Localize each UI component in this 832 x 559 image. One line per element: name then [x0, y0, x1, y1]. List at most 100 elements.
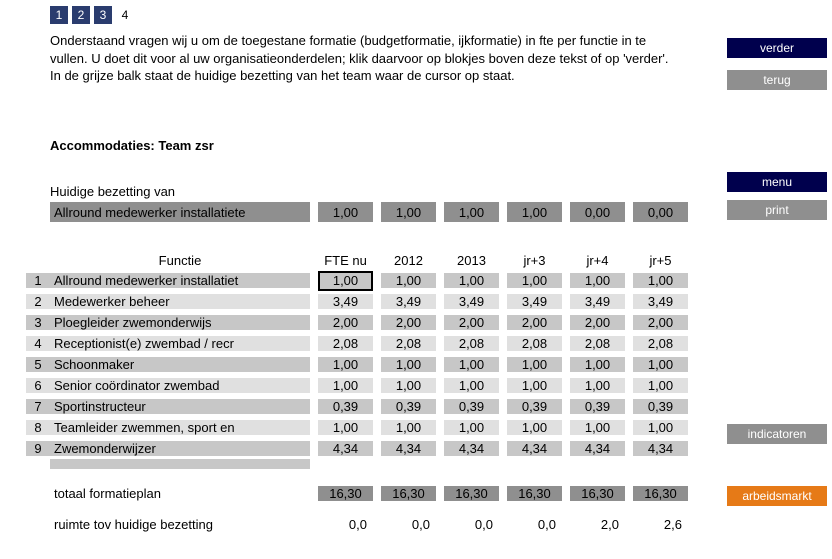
- menu-button[interactable]: menu: [727, 172, 827, 192]
- cell[interactable]: 4,34: [633, 441, 688, 456]
- cell[interactable]: 2,00: [381, 315, 436, 330]
- cell[interactable]: 2,08: [381, 336, 436, 351]
- cell[interactable]: 3,49: [633, 294, 688, 309]
- totals-val: 16,30: [318, 486, 373, 501]
- page-tab-3[interactable]: 3: [94, 6, 112, 24]
- row-num: 8: [26, 420, 50, 435]
- cell[interactable]: 1,00: [444, 378, 499, 393]
- cell[interactable]: 1,00: [507, 420, 562, 435]
- row-func: Zwemonderwijzer: [50, 441, 310, 456]
- cell[interactable]: 1,00: [381, 357, 436, 372]
- row-num: 2: [26, 294, 50, 309]
- page-tabs: 1 2 3 4: [50, 6, 134, 24]
- cell[interactable]: 1,00: [633, 420, 688, 435]
- cell[interactable]: 0,39: [570, 399, 625, 414]
- cell[interactable]: 2,00: [318, 315, 373, 330]
- page-tab-4[interactable]: 4: [116, 6, 134, 24]
- cell[interactable]: 1,00: [444, 273, 499, 288]
- ruimte-val: 0,0: [507, 517, 562, 532]
- section-title: Accommodaties: Team zsr: [50, 138, 214, 153]
- totals-label: totaal formatieplan: [50, 486, 310, 501]
- cell[interactable]: 3,49: [507, 294, 562, 309]
- totals-row: totaal formatieplan 16,30 16,30 16,30 16…: [26, 483, 688, 504]
- table-row: 6 Senior coördinator zwembad 1,00 1,00 1…: [26, 375, 688, 396]
- cell[interactable]: 1,00: [318, 378, 373, 393]
- cell[interactable]: 1,00: [318, 420, 373, 435]
- cell[interactable]: 1,00: [381, 420, 436, 435]
- cell[interactable]: 0,39: [444, 399, 499, 414]
- cell[interactable]: 1,00: [381, 378, 436, 393]
- col-header-y0: FTE nu: [318, 253, 373, 268]
- cell[interactable]: 0,39: [318, 399, 373, 414]
- row-num: 1: [26, 273, 50, 288]
- cell[interactable]: 1,00: [570, 420, 625, 435]
- cell[interactable]: 1,00: [507, 273, 562, 288]
- cell[interactable]: 2,00: [633, 315, 688, 330]
- current-val-4: 0,00: [570, 202, 625, 222]
- cell[interactable]: 1,00: [633, 273, 688, 288]
- page-tab-2[interactable]: 2: [72, 6, 90, 24]
- arbeidsmarkt-button[interactable]: arbeidsmarkt: [727, 486, 827, 506]
- cell[interactable]: 1,00: [570, 273, 625, 288]
- cell[interactable]: 2,00: [570, 315, 625, 330]
- row-num: 6: [26, 378, 50, 393]
- cell[interactable]: 2,08: [570, 336, 625, 351]
- table-header: Functie FTE nu 2012 2013 jr+3 jr+4 jr+5: [26, 250, 688, 270]
- cell[interactable]: 2,00: [444, 315, 499, 330]
- cell[interactable]: 1,00: [381, 273, 436, 288]
- cell[interactable]: 0,39: [381, 399, 436, 414]
- current-func-name: Allround medewerker installatiete: [50, 202, 310, 222]
- cell[interactable]: 4,34: [570, 441, 625, 456]
- row-num: 4: [26, 336, 50, 351]
- current-val-1: 1,00: [381, 202, 436, 222]
- cell[interactable]: 1,00: [633, 357, 688, 372]
- indicatoren-button[interactable]: indicatoren: [727, 424, 827, 444]
- cell[interactable]: 1,00: [444, 357, 499, 372]
- row-func: Allround medewerker installatiet: [50, 273, 310, 288]
- cell[interactable]: 0,39: [633, 399, 688, 414]
- cell[interactable]: 2,00: [507, 315, 562, 330]
- cell[interactable]: 2,08: [633, 336, 688, 351]
- sidebar: verder terug menu print indicatoren arbe…: [722, 0, 832, 559]
- table-row: 3 Ploegleider zwemonderwijs 2,00 2,00 2,…: [26, 312, 688, 333]
- col-header-y2: 2013: [444, 253, 499, 268]
- formation-table: Functie FTE nu 2012 2013 jr+3 jr+4 jr+5 …: [26, 250, 688, 535]
- print-button[interactable]: print: [727, 200, 827, 220]
- terug-button[interactable]: terug: [727, 70, 827, 90]
- row-func: Sportinstructeur: [50, 399, 310, 414]
- cell[interactable]: 1,00: [570, 378, 625, 393]
- cell[interactable]: 4,34: [507, 441, 562, 456]
- cell[interactable]: 1,00: [633, 378, 688, 393]
- current-val-0: 1,00: [318, 202, 373, 222]
- current-val-2: 1,00: [444, 202, 499, 222]
- cell-fte-input[interactable]: 1,00: [318, 271, 373, 291]
- current-occupancy-row: Allround medewerker installatiete 1,00 1…: [50, 202, 688, 222]
- cell[interactable]: 0,39: [507, 399, 562, 414]
- cell[interactable]: 3,49: [570, 294, 625, 309]
- table-row: 4 Receptionist(e) zwembad / recr 2,08 2,…: [26, 333, 688, 354]
- cell[interactable]: 1,00: [507, 378, 562, 393]
- cell[interactable]: 2,08: [507, 336, 562, 351]
- cell[interactable]: 1,00: [507, 357, 562, 372]
- cell[interactable]: 4,34: [381, 441, 436, 456]
- row-func: Teamleider zwemmen, sport en: [50, 420, 310, 435]
- totals-val: 16,30: [507, 486, 562, 501]
- cell[interactable]: 2,08: [318, 336, 373, 351]
- cell[interactable]: 3,49: [318, 294, 373, 309]
- col-header-y1: 2012: [381, 253, 436, 268]
- page-tab-1[interactable]: 1: [50, 6, 68, 24]
- cell[interactable]: 4,34: [444, 441, 499, 456]
- table-stub: [26, 459, 688, 469]
- row-num: 9: [26, 441, 50, 456]
- cell[interactable]: 3,49: [444, 294, 499, 309]
- cell[interactable]: 1,00: [444, 420, 499, 435]
- cell[interactable]: 2,08: [444, 336, 499, 351]
- verder-button[interactable]: verder: [727, 38, 827, 58]
- cell[interactable]: 4,34: [318, 441, 373, 456]
- cell[interactable]: 1,00: [570, 357, 625, 372]
- cell[interactable]: 3,49: [381, 294, 436, 309]
- row-func: Ploegleider zwemonderwijs: [50, 315, 310, 330]
- table-row: 9 Zwemonderwijzer 4,34 4,34 4,34 4,34 4,…: [26, 438, 688, 459]
- cell[interactable]: 1,00: [318, 357, 373, 372]
- current-val-5: 0,00: [633, 202, 688, 222]
